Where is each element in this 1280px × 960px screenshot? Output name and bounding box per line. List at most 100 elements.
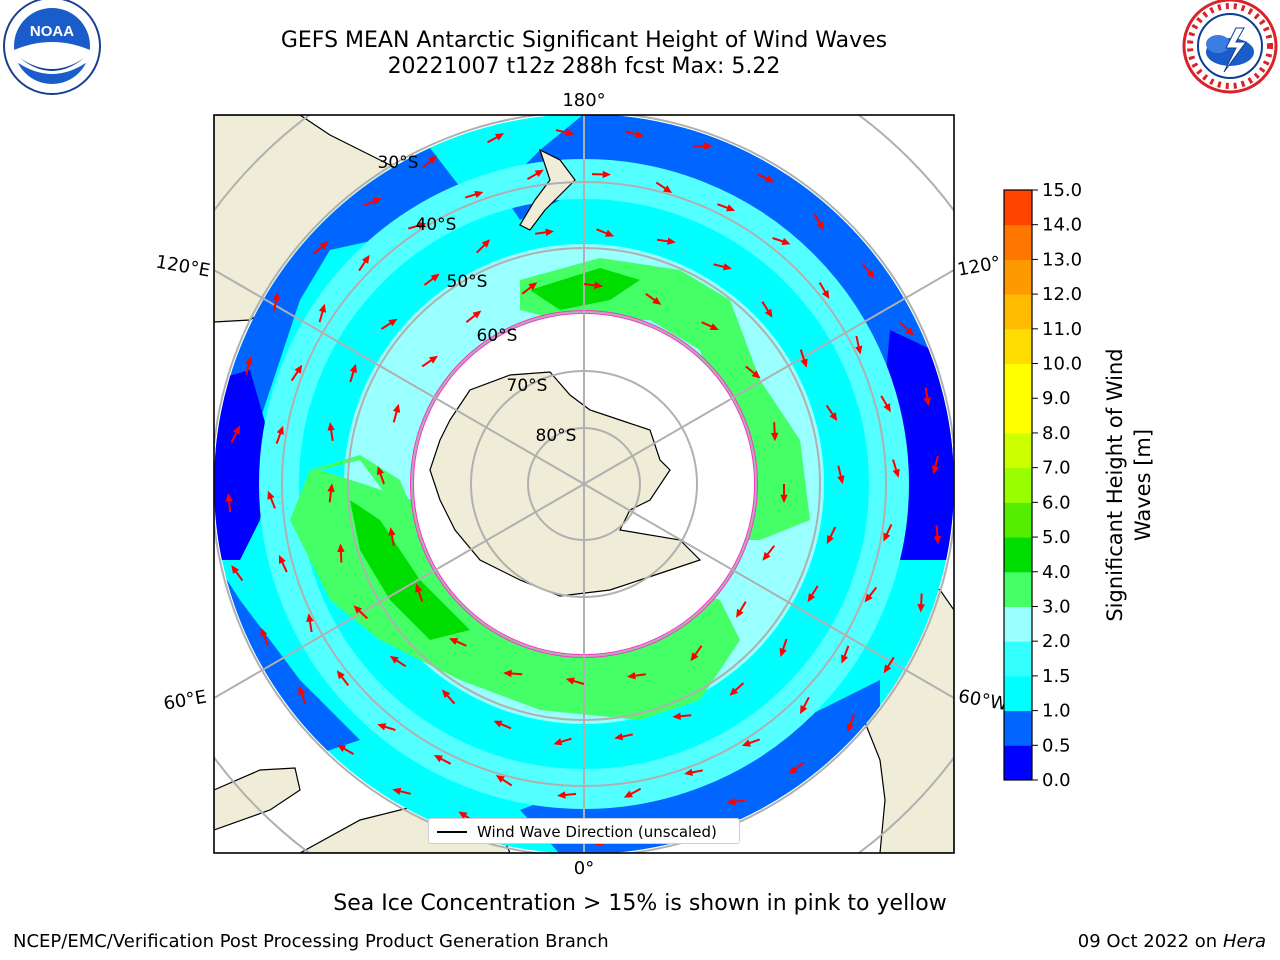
wave-arrow-head [736,608,744,618]
lat-label-80s: 80°S [536,426,577,446]
colorbar-tick-label: 7.0 [1042,458,1071,479]
wave-arrow-head [779,647,787,657]
wave-arrow-head [481,239,491,248]
wave-arrow-head [826,535,834,545]
wave-arrow-head [821,289,830,299]
wave-arrow-head [353,605,362,614]
chart-subtitle: 20221007 t12z 288h fcst Max: 5.22 [387,54,781,79]
wave-arrow-head [684,768,693,776]
wave-arrow-head [800,358,808,368]
wave-arrow-head [337,543,345,553]
wave-arrow-head [276,425,284,435]
colorbar-segment [1004,328,1032,365]
wave-arrow-head [389,655,399,664]
wave-arrow-head [663,185,673,193]
wave-arrow-head [430,273,440,282]
wave-arrow-head [337,744,347,752]
colorbar-tick-label: 1.5 [1042,666,1071,687]
colorbar-segment [1004,467,1032,503]
colorbar-tick-label: 15.0 [1042,180,1082,201]
noaa-logo: NOAA [3,0,101,95]
wave-arrow-head [864,593,873,603]
lon-label-120e: 120°E [154,251,212,281]
colorbar-segment [1004,675,1032,712]
wave-arrow-head [306,613,314,623]
footer-date-text: 09 Oct 2022 on [1077,931,1223,952]
wave-arrow-head [278,554,286,564]
wave-arrow-head [319,241,329,250]
footer-credit: NCEP/EMC/Verification Post Processing Pr… [13,931,609,952]
wave-arrow-head [231,565,240,574]
colorbar-tick-label: 5.0 [1042,527,1071,548]
wave-arrow-head [905,327,914,336]
wave-arrow-head [388,527,396,536]
wave-arrow-head [762,551,771,561]
wave-arrow-head [327,483,335,493]
colorbar-tick-label: 8.0 [1042,423,1071,444]
wave-arrow-head [704,142,713,150]
wave-arrow-head [428,155,438,164]
wave-arrow-head [392,787,402,795]
wind-wave-arrows [225,128,942,846]
wave-arrow-head [623,790,633,798]
wave-arrow-head [765,175,775,183]
colorbar-segment [1004,606,1032,642]
colorbar-segment [1004,259,1032,295]
wave-arrow-head [837,475,845,485]
legend-label: Wind Wave Direction (unscaled) [477,823,717,841]
wave-arrow-head [781,237,791,245]
wave-arrow-head [627,672,636,680]
colorbar-segment [1004,294,1032,330]
wave-arrow-head [855,345,863,355]
colorbar-tick-label: 0.0 [1042,770,1071,791]
wave-arrow-head [892,468,900,478]
colorbar-tick-label: 3.0 [1042,596,1071,617]
wave-arrow-head [764,308,773,318]
wave-arrow-head [672,712,681,720]
wave-arrow-head [260,627,268,637]
wave-arrow-head [298,686,306,696]
wave-arrow-head [883,403,891,413]
noaa-logo-text: NOAA [30,23,74,40]
colorbar-label-line1: Significant Height of Wind [1103,348,1127,621]
wave-arrow-head [771,432,779,442]
colorbar-segment [1004,224,1032,260]
new-zealand [519,148,576,231]
wave-arrow-head [245,356,253,365]
wave-arrow-head [816,221,824,231]
colorbar-segment [1004,537,1032,573]
lon-label-0: 0° [574,858,594,879]
wave-arrow-head [294,364,303,374]
colorbar-label-line2: Waves [m] [1131,429,1155,541]
wave-arrow-head [377,466,384,476]
colorbar-tick-label: 14.0 [1042,215,1082,236]
footer-date: 09 Oct 2022 on Hera [1078,931,1266,952]
colorbar-border [1003,189,1033,781]
lon-label-180: 180° [562,90,605,111]
wave-arrow-head [415,583,423,593]
wave-arrow-head [393,403,401,413]
colorbar-tick-label: 0.5 [1042,735,1071,756]
wave-arrow-head [709,323,719,330]
colorbar-tick-label: 10.0 [1042,354,1082,375]
wave-arrow-head [788,765,798,774]
wave-arrow-head [667,237,676,245]
wave-arrow-head [433,755,443,763]
colorbar-segment [1004,502,1032,538]
colorbar-segment [1004,745,1032,781]
wave-arrow-head [751,370,761,379]
wave-arrow-head [866,269,875,279]
wave-arrow-head [493,720,503,728]
wave-arrow-head [318,303,327,313]
wave-arrow-head [557,791,566,799]
colorbar-tick-label: 11.0 [1042,319,1082,340]
wave-arrow-head [449,638,459,645]
colorbar-segment [1004,363,1032,399]
wave-arrow-head [780,494,788,503]
colorbar-tick-label: 12.0 [1042,284,1082,305]
wave-arrow-head [729,687,739,696]
wave-arrow-head [829,412,838,422]
wave-arrow-head [883,664,892,674]
wave-arrow-head [349,363,357,373]
